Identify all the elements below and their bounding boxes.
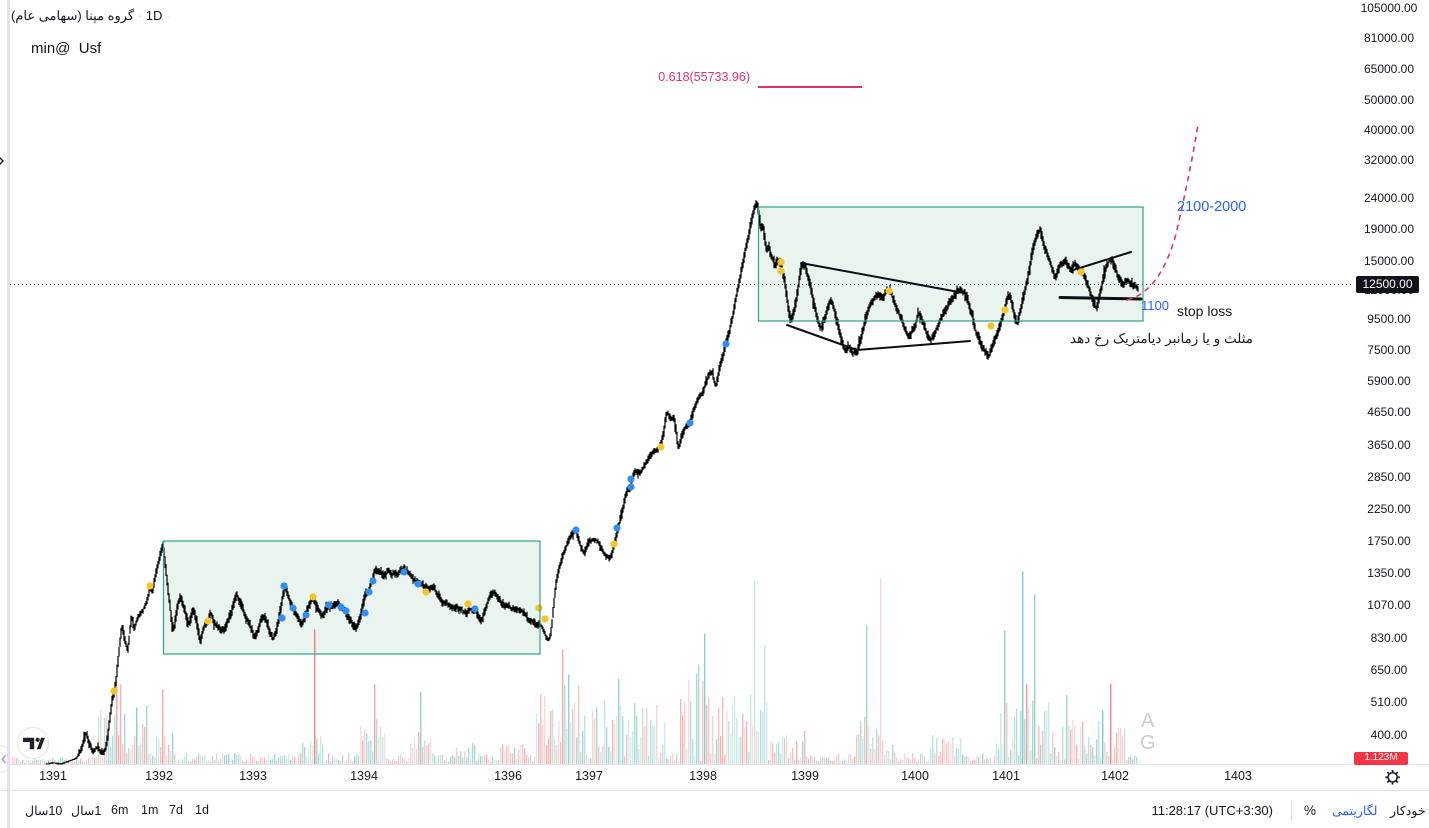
svg-text:G: G	[1140, 732, 1156, 754]
svg-text:A: A	[1141, 710, 1155, 732]
